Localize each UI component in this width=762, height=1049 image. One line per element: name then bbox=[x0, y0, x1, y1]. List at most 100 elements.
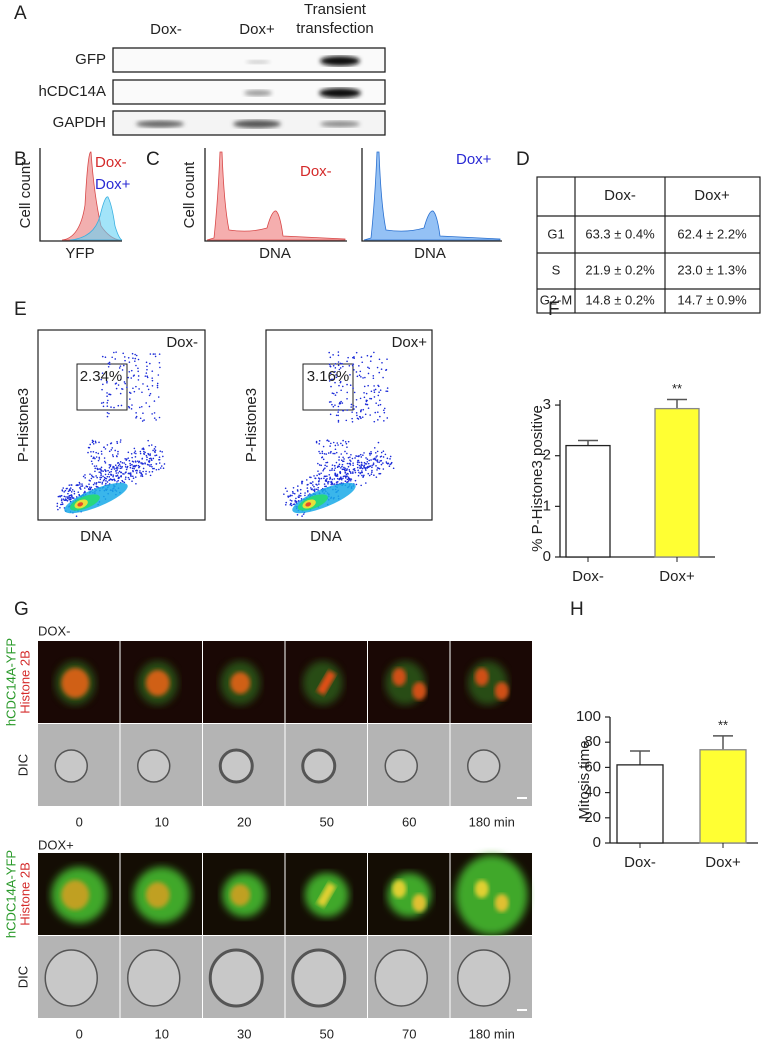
channel-label: hCDC14A-YFP bbox=[3, 850, 18, 938]
dot bbox=[294, 500, 297, 503]
dot bbox=[388, 465, 391, 468]
dot bbox=[367, 462, 370, 465]
dot bbox=[136, 460, 139, 462]
dot bbox=[150, 459, 153, 462]
dot bbox=[92, 483, 95, 486]
dot bbox=[360, 356, 363, 358]
table-header: Dox- bbox=[604, 187, 636, 204]
dot bbox=[340, 442, 342, 445]
dot bbox=[372, 375, 375, 377]
dot bbox=[326, 475, 328, 477]
axis-label: Mitosis time bbox=[576, 740, 593, 819]
dot bbox=[331, 464, 334, 466]
table bbox=[536, 176, 761, 314]
dot bbox=[373, 391, 376, 394]
dot bbox=[64, 498, 67, 500]
dot bbox=[362, 476, 364, 478]
dot bbox=[314, 488, 316, 491]
dot bbox=[301, 480, 303, 483]
dot bbox=[327, 482, 329, 485]
dot bbox=[81, 483, 83, 485]
dot bbox=[330, 378, 333, 381]
dot bbox=[134, 360, 136, 362]
dot bbox=[133, 467, 135, 470]
dot bbox=[122, 473, 124, 475]
dot bbox=[73, 490, 76, 493]
dot bbox=[379, 389, 382, 391]
nucleus bbox=[230, 672, 251, 694]
dot bbox=[358, 461, 360, 464]
axis-label: DNA bbox=[310, 528, 342, 545]
dot bbox=[118, 463, 121, 466]
dot bbox=[63, 495, 66, 498]
dot bbox=[155, 454, 158, 457]
dot bbox=[376, 450, 379, 453]
dot bbox=[312, 481, 314, 483]
dot bbox=[100, 476, 103, 479]
dot bbox=[81, 485, 84, 487]
dot bbox=[362, 454, 364, 456]
dot bbox=[347, 465, 350, 468]
dot bbox=[375, 402, 377, 404]
dot bbox=[334, 444, 337, 447]
dot bbox=[91, 463, 94, 465]
dot bbox=[108, 471, 111, 474]
dot bbox=[70, 494, 73, 496]
dot bbox=[306, 487, 309, 489]
dot bbox=[118, 470, 121, 473]
dot bbox=[117, 384, 120, 386]
dot bbox=[73, 492, 76, 495]
condition-label: Dox+ bbox=[392, 334, 428, 351]
dot bbox=[320, 464, 323, 467]
dot bbox=[151, 370, 154, 372]
dot bbox=[128, 459, 131, 462]
dot bbox=[306, 489, 309, 492]
dot bbox=[141, 457, 144, 460]
dot bbox=[90, 486, 93, 489]
dot bbox=[109, 478, 111, 481]
dot bbox=[386, 358, 388, 360]
axis-label: P-Histone3 bbox=[243, 388, 260, 462]
dot bbox=[80, 485, 82, 487]
dot bbox=[60, 494, 63, 497]
nucleus bbox=[230, 884, 251, 906]
dot bbox=[88, 488, 90, 491]
dot bbox=[68, 484, 71, 486]
dot bbox=[75, 484, 78, 487]
dot bbox=[369, 360, 372, 362]
dot bbox=[332, 354, 334, 356]
dot bbox=[313, 485, 315, 488]
dot bbox=[89, 443, 92, 446]
dot bbox=[317, 480, 320, 483]
dot bbox=[149, 453, 152, 455]
dot bbox=[363, 391, 365, 394]
blot bbox=[112, 47, 386, 136]
dot bbox=[121, 462, 124, 464]
dot bbox=[125, 458, 128, 460]
dot bbox=[148, 405, 151, 408]
dot bbox=[92, 440, 95, 443]
dot bbox=[383, 407, 386, 410]
dot bbox=[346, 475, 348, 478]
dot bbox=[158, 361, 161, 364]
dot bbox=[103, 446, 105, 449]
dot bbox=[101, 483, 103, 485]
dot bbox=[330, 450, 332, 453]
dot bbox=[366, 458, 369, 461]
dot bbox=[128, 391, 131, 394]
dot bbox=[365, 399, 368, 402]
dot-plots bbox=[37, 329, 433, 521]
y-tick-label: 0 bbox=[593, 834, 601, 851]
dot bbox=[349, 384, 352, 386]
dot bbox=[144, 375, 147, 377]
dot bbox=[158, 468, 160, 471]
dot bbox=[357, 459, 360, 462]
dot bbox=[373, 389, 375, 391]
dot bbox=[390, 461, 393, 464]
dot bbox=[134, 465, 136, 468]
dot bbox=[71, 497, 74, 499]
dot bbox=[287, 495, 289, 497]
dot bbox=[367, 407, 370, 409]
dot bbox=[142, 470, 144, 473]
dot bbox=[353, 357, 355, 359]
